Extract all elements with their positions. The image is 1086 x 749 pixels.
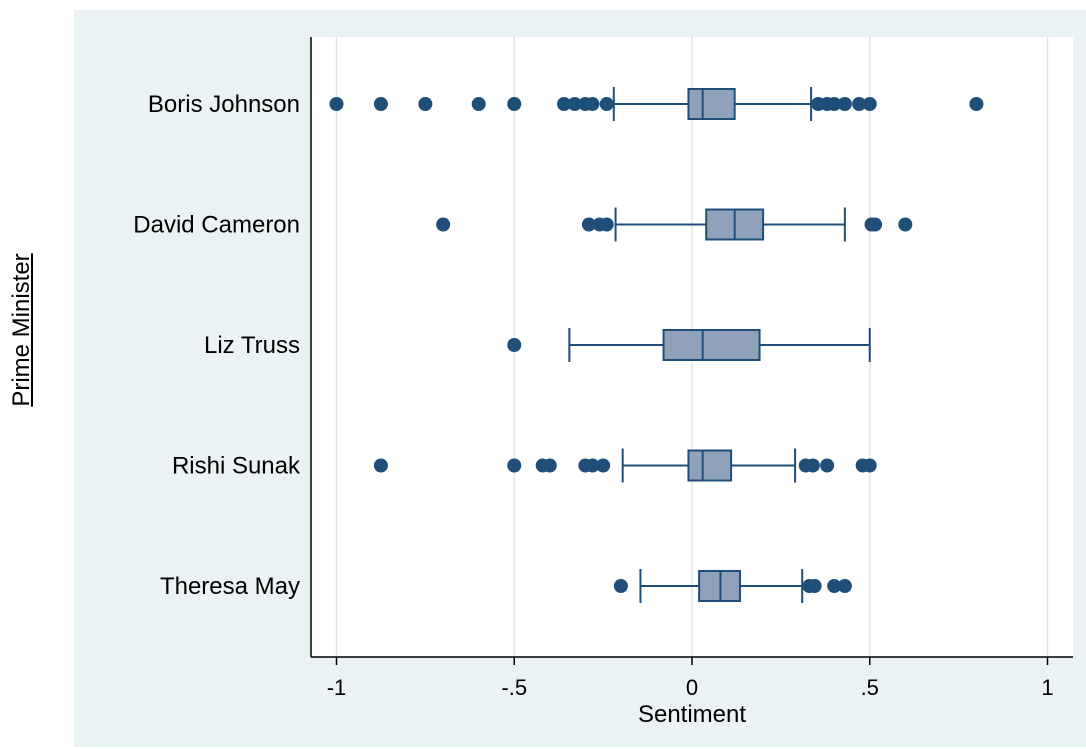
boxplot-theresa-may (613, 569, 852, 603)
category-label: Rishi Sunak (172, 453, 301, 480)
category-labels: Boris Johnson David Cameron Liz Truss Rishi… (133, 91, 301, 600)
boxplot-liz-truss (507, 328, 871, 362)
outlier-point (837, 97, 852, 111)
outlier-point (373, 458, 388, 473)
category-label: David Cameron (133, 212, 300, 239)
outlier-point (585, 97, 600, 111)
outlier-point (585, 458, 600, 473)
outlier-point (596, 458, 611, 473)
boxplot-rishi-sunak (373, 448, 877, 483)
outlier-point (868, 217, 883, 232)
outlier-point (599, 97, 614, 111)
x-tick-labels: -1 -.5 0 .5 1 (327, 657, 1054, 700)
x-tick-label: 1 (1041, 675, 1053, 700)
category-label: Boris Johnson (148, 91, 300, 118)
outlier-point (862, 458, 877, 473)
x-tick-label: .5 (861, 675, 879, 700)
outlier-point (542, 458, 557, 473)
boxplot-david-cameron (436, 207, 913, 242)
box (687, 449, 733, 482)
boxplot-boris-johnson (329, 87, 984, 121)
outlier-point (567, 97, 582, 111)
outlier-point (820, 458, 835, 473)
box (662, 329, 761, 361)
outlier-point (827, 579, 842, 593)
x-axis-title: Sentiment (638, 701, 746, 728)
outlier-point (471, 97, 486, 111)
outlier-point (436, 217, 451, 232)
x-tick-label: 0 (686, 675, 698, 700)
outlier-point (805, 458, 820, 473)
outlier-point (613, 579, 628, 593)
outlier-point (581, 217, 596, 232)
outlier-point (852, 97, 867, 111)
category-label: Liz Truss (204, 332, 300, 359)
outlier-point (898, 217, 913, 232)
x-tick-label: -1 (327, 675, 347, 700)
box (687, 88, 736, 120)
outlier-point (827, 97, 842, 111)
outlier-point (599, 217, 614, 232)
outlier-point (862, 97, 877, 111)
outlier-point (507, 97, 522, 111)
outlier-point (329, 97, 344, 111)
outlier-point (507, 458, 522, 473)
y-axis-title: Prime Minister (8, 253, 35, 407)
outlier-point (837, 579, 852, 593)
boxplots (329, 87, 984, 603)
category-label: Theresa May (160, 573, 300, 600)
outlier-point (969, 97, 984, 111)
outlier-point (807, 579, 822, 593)
outlier-point (557, 97, 572, 111)
outlier-point (507, 338, 522, 352)
x-tick-label: -.5 (501, 675, 527, 700)
outlier-point (373, 97, 388, 111)
outlier-point (418, 97, 433, 111)
